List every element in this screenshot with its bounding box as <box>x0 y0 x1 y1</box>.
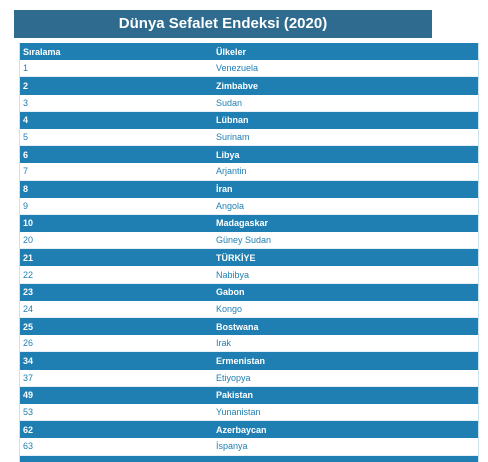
table-row: 8 İran <box>20 180 478 198</box>
table-row: 49 Pakistan <box>20 386 478 404</box>
rank-cell: 49 <box>23 390 34 401</box>
rank-cell: 53 <box>23 407 34 418</box>
country-cell: TÜRKİYE <box>216 252 256 263</box>
table-row: 37 Etiyopya <box>20 369 478 387</box>
country-cell: İspanya <box>216 441 248 452</box>
country-cell: İran <box>216 184 233 195</box>
table-row: 5 Surinam <box>20 128 478 147</box>
table-header-row: Sıralama Ülkeler <box>20 43 478 61</box>
country-cell: Etiyopya <box>216 372 251 383</box>
country-cell: Arjantin <box>216 166 247 177</box>
rank-cell: 9 <box>23 200 29 211</box>
country-cell: Kongo <box>216 303 243 314</box>
table-row: 23 Gabon <box>20 283 478 301</box>
country-cell: Surinam <box>216 132 250 143</box>
rank-cell: 20 <box>23 235 34 246</box>
table-row: 62 Azerbaycan <box>20 421 478 439</box>
rank-cell: 37 <box>23 372 34 383</box>
country-cell: Libya <box>216 149 240 160</box>
header-rank: Sıralama <box>23 46 61 57</box>
rank-cell: 5 <box>23 132 29 143</box>
table-row: 21 TÜRKİYE <box>20 249 478 267</box>
country-cell: Gabon <box>216 287 245 298</box>
table-row: 9 Angola <box>20 197 478 215</box>
table-row: 4 Lübnan <box>20 111 478 129</box>
rank-cell: 22 <box>23 269 34 280</box>
country-cell: Madagaskar <box>216 218 269 229</box>
table-row: 1 Venezuela <box>20 60 478 78</box>
table-bottom-bar <box>20 455 478 462</box>
country-cell: Ermenistan <box>216 355 266 366</box>
country-cell: Pakistan <box>216 390 254 401</box>
ranking-table: Sıralama Ülkeler 1 Venezuela 2 Zimbabve … <box>19 43 479 462</box>
rank-cell: 8 <box>23 184 29 195</box>
rank-cell: 34 <box>23 355 34 366</box>
rank-cell: 6 <box>23 149 29 160</box>
country-cell: Zimbabve <box>216 80 259 91</box>
table-row: 10 Madagaskar <box>20 214 478 233</box>
rank-cell: 1 <box>23 63 29 74</box>
rank-cell: 26 <box>23 338 34 349</box>
country-cell: Sudan <box>216 97 243 108</box>
table-row: 24 Kongo <box>20 300 478 318</box>
rank-cell: 62 <box>23 424 34 435</box>
table-row: 26 Irak <box>20 335 478 353</box>
country-cell: Venezuela <box>216 63 259 74</box>
table-row: 3 Sudan <box>20 94 478 112</box>
header-country: Ülkeler <box>216 46 247 57</box>
country-cell: Bostwana <box>216 321 259 332</box>
table-row: 25 Bostwana <box>20 318 478 336</box>
country-cell: Nabibya <box>216 269 250 280</box>
country-cell: Güney Sudan <box>216 235 272 246</box>
table-row: 20 Güney Sudan <box>20 232 478 250</box>
rank-cell: 10 <box>23 218 34 229</box>
rank-cell: 63 <box>23 441 34 452</box>
country-cell: Angola <box>216 200 245 211</box>
country-cell: Lübnan <box>216 115 249 126</box>
table-row: 6 Libya <box>20 146 478 164</box>
table-row: 22 Nabibya <box>20 266 478 284</box>
page-title: Dünya Sefalet Endeksi (2020) <box>14 10 432 38</box>
country-cell: Azerbaycan <box>216 424 267 435</box>
table-row: 2 Zimbabve <box>20 77 478 95</box>
country-cell: Irak <box>216 338 232 349</box>
table-row: 34 Ermenistan <box>20 352 478 370</box>
rank-cell: 23 <box>23 287 34 298</box>
rank-cell: 25 <box>23 321 34 332</box>
rank-cell: 21 <box>23 252 34 263</box>
country-cell: Yunanistan <box>216 407 261 418</box>
rank-cell: 7 <box>23 166 29 177</box>
rank-cell: 3 <box>23 97 29 108</box>
rank-cell: 24 <box>23 303 34 314</box>
table-row: 53 Yunanistan <box>20 403 478 422</box>
rank-cell: 2 <box>23 80 29 91</box>
rank-cell: 4 <box>23 115 29 126</box>
table-row: 63 İspanya <box>20 438 478 456</box>
table-row: 7 Arjantin <box>20 163 478 181</box>
